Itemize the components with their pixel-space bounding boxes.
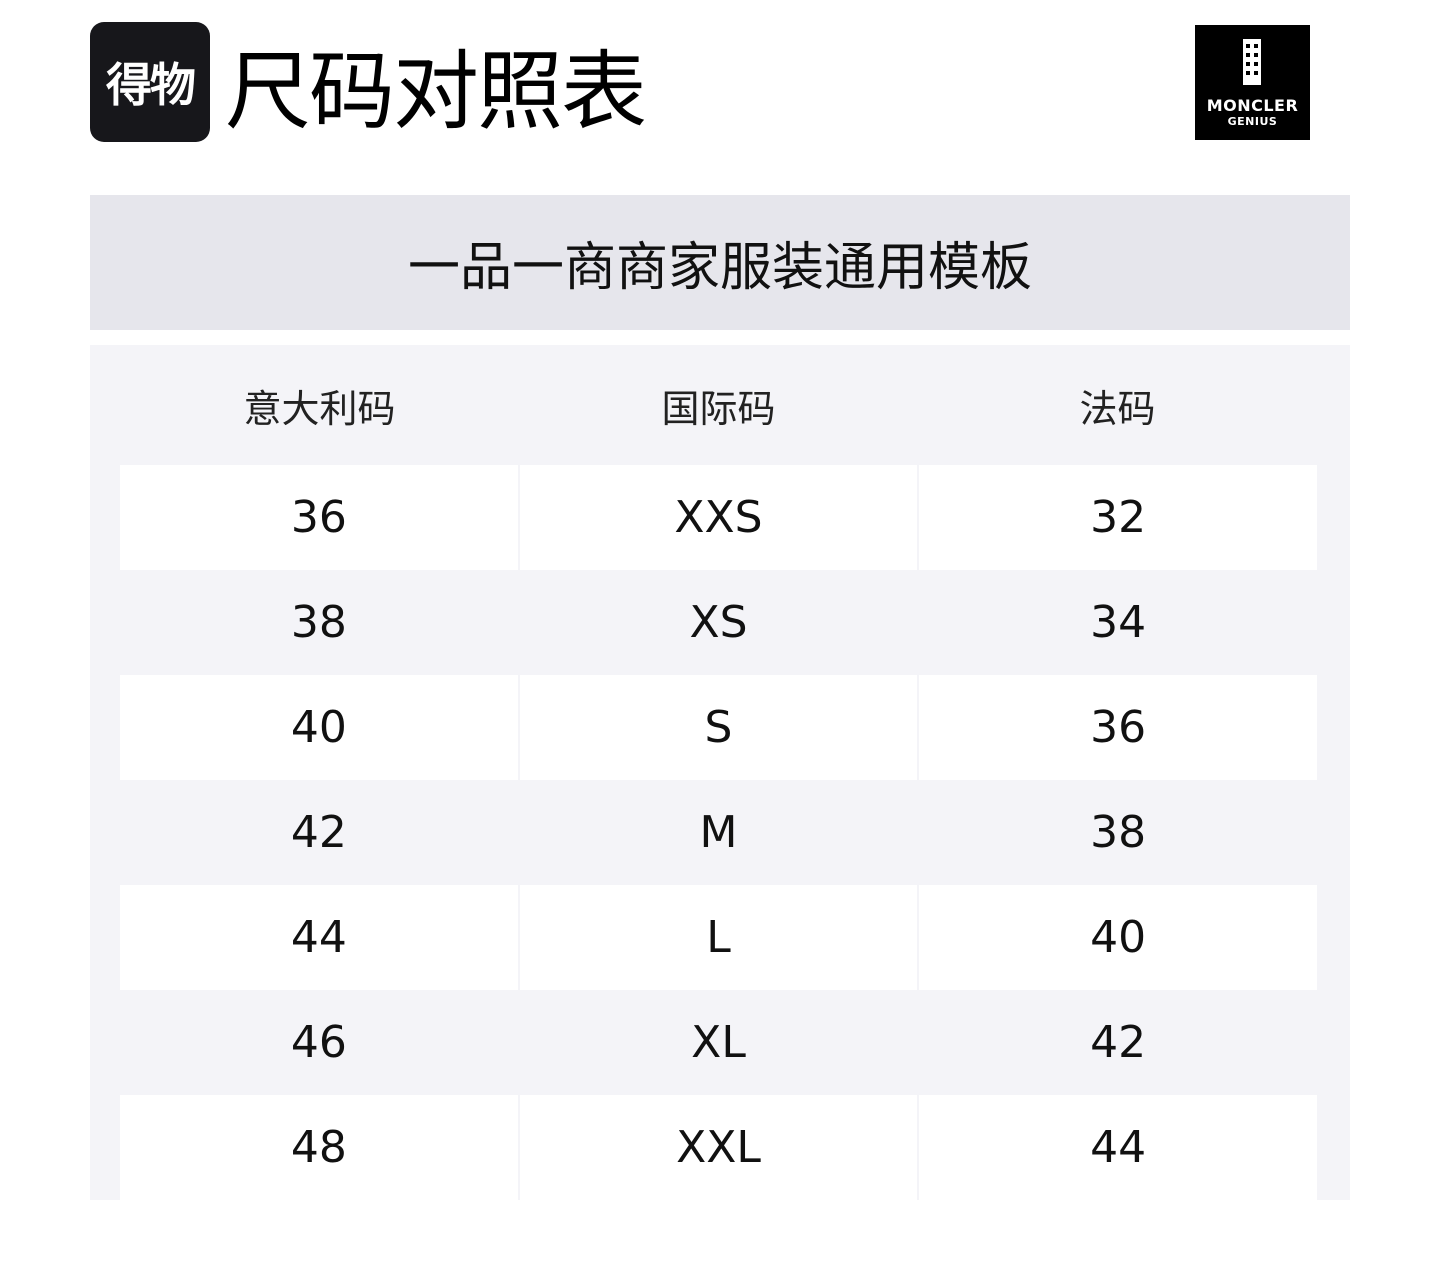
table-cell: 32 bbox=[919, 465, 1318, 570]
page-title: 尺码对照表 bbox=[225, 42, 647, 142]
column-header-international: 国际码 bbox=[661, 386, 776, 431]
table-cell: S bbox=[519, 675, 918, 780]
table-cell: 42 bbox=[290, 807, 347, 858]
moncler-genius-logo: MONCLER GENIUS bbox=[1195, 25, 1310, 140]
table-row: 38 XS 34 bbox=[120, 570, 1317, 675]
table-cell: L bbox=[519, 885, 918, 990]
table-row: 42 M 38 bbox=[120, 780, 1317, 885]
table-row: 40 S 36 bbox=[120, 675, 1318, 780]
table-cell: 46 bbox=[290, 1017, 347, 1068]
table-cell: 34 bbox=[1090, 597, 1147, 648]
table-cell: 38 bbox=[290, 597, 347, 648]
table-cell: M bbox=[699, 807, 738, 858]
logo-line1: MONCLER bbox=[1206, 96, 1299, 115]
table-cell: 40 bbox=[919, 885, 1318, 990]
table-row: 46 XL 42 bbox=[120, 990, 1317, 1095]
table-cell: 44 bbox=[120, 885, 518, 990]
size-table: 意大利码 国际码 法码 36 XXS 32 38 XS 34 40 S 36 42 M 38 44 L 40… bbox=[90, 345, 1350, 1200]
table-row: 36 XXS 32 bbox=[120, 465, 1318, 570]
column-header-france: 法码 bbox=[1079, 386, 1156, 431]
table-cell: XL bbox=[691, 1017, 746, 1068]
table-cell: 42 bbox=[1090, 1017, 1147, 1068]
table-cell: 36 bbox=[120, 465, 518, 570]
table-row: 48 XXL 44 bbox=[120, 1095, 1318, 1200]
table-row: 44 L 40 bbox=[120, 885, 1318, 990]
table-cell: XXS bbox=[519, 465, 918, 570]
table-cell: 40 bbox=[120, 675, 518, 780]
table-header: 意大利码 国际码 法码 bbox=[120, 345, 1317, 465]
table-cell: XXL bbox=[519, 1095, 918, 1200]
template-subtitle: 一品一商商家服装通用模板 bbox=[90, 195, 1350, 330]
dewu-logo: 得物 bbox=[90, 22, 210, 142]
building-icon bbox=[1243, 39, 1261, 85]
table-cell: 48 bbox=[120, 1095, 518, 1200]
dewu-logo-text: 得物 bbox=[106, 58, 196, 112]
table-cell: 44 bbox=[919, 1095, 1318, 1200]
table-cell: 36 bbox=[919, 675, 1318, 780]
table-cell: XS bbox=[689, 597, 748, 648]
column-header-italy: 意大利码 bbox=[243, 386, 396, 431]
logo-line2: GENIUS bbox=[1227, 115, 1278, 128]
table-cell: 38 bbox=[1090, 807, 1147, 858]
